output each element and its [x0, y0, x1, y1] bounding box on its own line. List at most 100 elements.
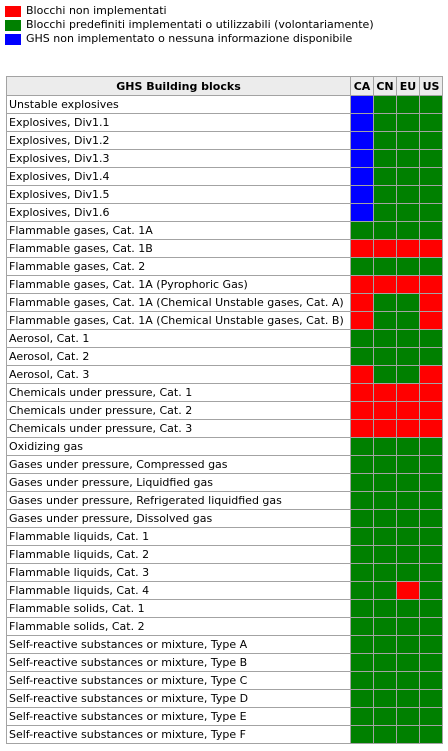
legend-label: Blocchi predefiniti implementati o utili…	[26, 18, 374, 31]
status-cell-eu	[396, 437, 420, 456]
status-cell-ca	[350, 131, 374, 150]
status-cell-us	[419, 545, 443, 564]
status-cell-cn	[373, 491, 397, 510]
status-cell-eu	[396, 707, 420, 726]
column-header-building-blocks: GHS Building blocks	[6, 76, 351, 96]
status-cell-cn	[373, 203, 397, 222]
status-cell-cn	[373, 707, 397, 726]
status-cell-eu	[396, 149, 420, 168]
status-cell-eu	[396, 419, 420, 438]
table-row: Flammable solids, Cat. 1	[6, 599, 443, 618]
row-label: Flammable liquids, Cat. 2	[6, 545, 351, 564]
status-cell-eu	[396, 293, 420, 312]
status-cell-ca	[350, 329, 374, 348]
status-cell-ca	[350, 671, 374, 690]
status-cell-cn	[373, 545, 397, 564]
status-cell-ca	[350, 725, 374, 744]
table-row: Aerosol, Cat. 2	[6, 347, 443, 366]
status-cell-us	[419, 311, 443, 330]
status-cell-ca	[350, 365, 374, 384]
status-cell-us	[419, 239, 443, 258]
status-cell-ca	[350, 527, 374, 546]
table-row: Flammable gases, Cat. 1A (Chemical Unsta…	[6, 311, 443, 330]
table-row: Flammable liquids, Cat. 1	[6, 527, 443, 546]
status-cell-cn	[373, 635, 397, 654]
status-cell-eu	[396, 401, 420, 420]
table-row: Chemicals under pressure, Cat. 1	[6, 383, 443, 402]
table-row: Self-reactive substances or mixture, Typ…	[6, 635, 443, 654]
row-label: Self-reactive substances or mixture, Typ…	[6, 635, 351, 654]
status-cell-eu	[396, 671, 420, 690]
status-cell-us	[419, 293, 443, 312]
status-cell-cn	[373, 383, 397, 402]
table-row: Explosives, Div1.1	[6, 113, 443, 132]
status-cell-us	[419, 383, 443, 402]
table-row: Flammable solids, Cat. 2	[6, 617, 443, 636]
table-row: Flammable gases, Cat. 1B	[6, 239, 443, 258]
row-label: Self-reactive substances or mixture, Typ…	[6, 671, 351, 690]
status-cell-ca	[350, 257, 374, 276]
legend-item-no-info: GHS non implementato o nessuna informazi…	[5, 32, 374, 46]
table-row: Explosives, Div1.3	[6, 149, 443, 168]
status-cell-ca	[350, 707, 374, 726]
status-cell-us	[419, 131, 443, 150]
row-label: Aerosol, Cat. 2	[6, 347, 351, 366]
status-cell-cn	[373, 221, 397, 240]
status-cell-cn	[373, 455, 397, 474]
status-cell-ca	[350, 491, 374, 510]
status-cell-cn	[373, 365, 397, 384]
status-cell-ca	[350, 509, 374, 528]
row-label: Explosives, Div1.6	[6, 203, 351, 222]
legend-label: GHS non implementato o nessuna informazi…	[26, 32, 353, 45]
status-cell-us	[419, 437, 443, 456]
status-cell-us	[419, 329, 443, 348]
status-cell-eu	[396, 509, 420, 528]
status-cell-ca	[350, 293, 374, 312]
status-cell-cn	[373, 149, 397, 168]
status-cell-eu	[396, 563, 420, 582]
status-cell-ca	[350, 113, 374, 132]
status-cell-us	[419, 527, 443, 546]
table-row: Self-reactive substances or mixture, Typ…	[6, 725, 443, 744]
status-cell-us	[419, 149, 443, 168]
status-cell-cn	[373, 419, 397, 438]
row-label: Self-reactive substances or mixture, Typ…	[6, 725, 351, 744]
row-label: Explosives, Div1.4	[6, 167, 351, 186]
row-label: Chemicals under pressure, Cat. 3	[6, 419, 351, 438]
status-cell-us	[419, 257, 443, 276]
row-label: Flammable gases, Cat. 1B	[6, 239, 351, 258]
status-cell-ca	[350, 653, 374, 672]
row-label: Explosives, Div1.2	[6, 131, 351, 150]
status-cell-ca	[350, 221, 374, 240]
status-cell-cn	[373, 671, 397, 690]
status-cell-eu	[396, 311, 420, 330]
status-cell-ca	[350, 563, 374, 582]
status-cell-us	[419, 473, 443, 492]
table-row: Flammable gases, Cat. 2	[6, 257, 443, 276]
row-label: Flammable gases, Cat. 1A	[6, 221, 351, 240]
table-row: Gases under pressure, Refrigerated liqui…	[6, 491, 443, 510]
status-cell-cn	[373, 563, 397, 582]
row-label: Flammable solids, Cat. 1	[6, 599, 351, 618]
table-row: Gases under pressure, Liquidfied gas	[6, 473, 443, 492]
status-cell-ca	[350, 185, 374, 204]
table-header-row: GHS Building blocks CA CN EU US	[6, 76, 443, 96]
status-cell-eu	[396, 257, 420, 276]
row-label: Flammable liquids, Cat. 4	[6, 581, 351, 600]
row-label: Flammable gases, Cat. 2	[6, 257, 351, 276]
table-row: Aerosol, Cat. 1	[6, 329, 443, 348]
status-cell-us	[419, 563, 443, 582]
status-cell-eu	[396, 221, 420, 240]
table-row: Oxidizing gas	[6, 437, 443, 456]
legend-swatch-red	[5, 5, 21, 17]
table-row: Flammable gases, Cat. 1A (Chemical Unsta…	[6, 293, 443, 312]
status-cell-ca	[350, 167, 374, 186]
row-label: Explosives, Div1.5	[6, 185, 351, 204]
status-cell-ca	[350, 347, 374, 366]
status-cell-cn	[373, 293, 397, 312]
status-cell-us	[419, 95, 443, 114]
row-label: Gases under pressure, Compressed gas	[6, 455, 351, 474]
status-cell-cn	[373, 347, 397, 366]
status-cell-cn	[373, 239, 397, 258]
row-label: Chemicals under pressure, Cat. 1	[6, 383, 351, 402]
